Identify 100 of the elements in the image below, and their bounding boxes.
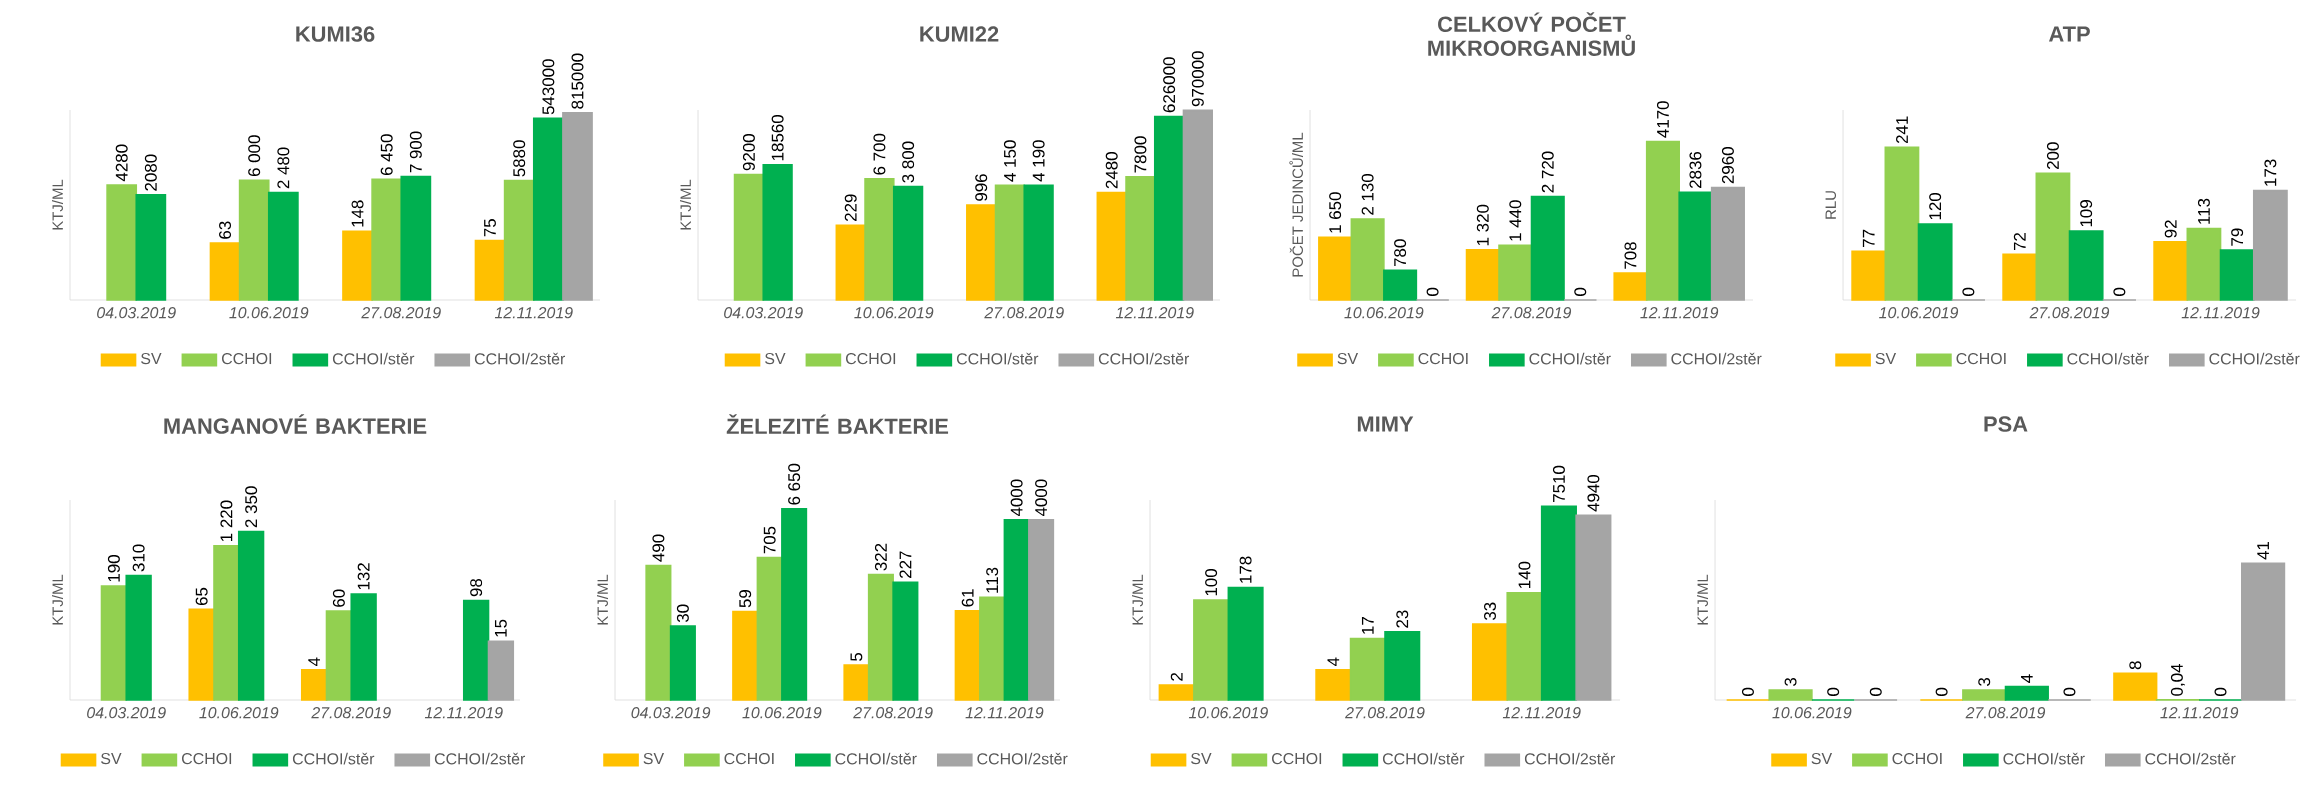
x-tick-label: 10.06.2019	[199, 707, 279, 719]
data-label: 23	[1396, 610, 1409, 628]
data-label: 4000	[1010, 479, 1023, 517]
legend-label: CCHOI	[846, 352, 896, 365]
data-label: 200	[2046, 142, 2059, 170]
data-label: 241	[1896, 116, 1908, 144]
x-tick-label: 04.03.2019	[87, 707, 166, 719]
data-label: 1 440	[1509, 200, 1522, 241]
chart-title: ATP	[2048, 26, 2090, 42]
data-label: 92	[2164, 220, 2177, 238]
data-label: 310	[132, 544, 145, 572]
data-label: 1 220	[220, 500, 233, 541]
y-axis-title: KTJ/ML	[1697, 574, 1708, 625]
data-label: 0	[1827, 687, 1840, 696]
data-label: 140	[1518, 561, 1531, 589]
data-label: 148	[351, 200, 364, 227]
bar	[1710, 186, 1745, 301]
data-label: 30	[676, 604, 689, 623]
data-label: 173	[2264, 159, 2277, 186]
data-label: 77	[1862, 229, 1875, 247]
data-label: 0	[1741, 687, 1754, 696]
chart-title: PSA	[1984, 416, 2028, 432]
bar	[1645, 140, 1680, 301]
data-label: 7 900	[409, 131, 422, 173]
data-label: 178	[1239, 556, 1252, 583]
x-tick-label: 10.06.2019	[1344, 307, 1424, 319]
data-label: 780	[1394, 239, 1407, 267]
bar	[1530, 195, 1565, 301]
data-label: 1 320	[1476, 204, 1489, 246]
x-tick-label: 27.08.2019	[1491, 307, 1572, 319]
bar	[1613, 272, 1648, 301]
legend-label: CCHOI	[1418, 352, 1468, 365]
data-label: 4 190	[1032, 140, 1045, 182]
legend-label: SV	[643, 752, 665, 765]
x-tick-label: 04.03.2019	[724, 307, 803, 319]
data-label: 63	[219, 221, 232, 239]
y-axis-title: KTJ/ML	[597, 574, 608, 625]
x-tick-label: 10.06.2019	[229, 307, 309, 319]
data-label: 0	[1962, 287, 1975, 296]
data-label: 79	[2231, 228, 2244, 246]
x-tick-label: 12.11.2019	[494, 307, 573, 319]
data-label: 490	[652, 534, 665, 562]
data-label: 2 720	[1541, 151, 1554, 193]
x-tick-label: 12.11.2019	[1640, 307, 1719, 319]
x-tick-label: 04.03.2019	[631, 707, 711, 719]
legend-label: CCHOI/stěr	[2067, 352, 2149, 365]
chart-title: MIMY	[1357, 416, 1414, 432]
bar	[1678, 191, 1713, 301]
data-label: 2960	[1721, 147, 1734, 184]
bar	[2219, 249, 2255, 301]
bar	[1884, 146, 1920, 301]
x-tick-label: 27.08.2019	[311, 707, 391, 719]
data-label: 543000	[542, 59, 555, 115]
data-label: 4	[1327, 657, 1340, 667]
legend-label: CCHOI/2stěr	[1524, 752, 1616, 765]
data-label: 996	[975, 174, 988, 201]
data-label: 0	[2063, 687, 2076, 696]
y-axis-title: POČET JEDINCŮ/ML	[1289, 132, 1303, 277]
legend-label: CCHOI	[1272, 752, 1322, 765]
legend-label: SV	[1875, 352, 1897, 365]
data-label: 60	[332, 589, 345, 607]
data-label: 0	[1935, 687, 1948, 696]
bar	[2068, 230, 2104, 301]
data-label: 2 350	[245, 486, 258, 528]
x-tick-label: 10.06.2019	[1188, 707, 1268, 719]
data-label: 113	[986, 567, 999, 593]
data-label: 33	[1484, 602, 1496, 621]
bar	[1318, 236, 1353, 301]
data-label: 4 150	[1003, 140, 1016, 182]
data-label: 0	[1574, 287, 1587, 296]
bar	[1350, 218, 1385, 301]
x-tick-label: 10.06.2019	[854, 307, 934, 319]
data-label: 708	[1624, 242, 1637, 269]
data-label: 41	[2257, 541, 2269, 560]
legend-label: CCHOI/stěr	[835, 752, 917, 765]
legend-label: SV	[141, 352, 162, 365]
data-label: 98	[470, 578, 483, 597]
data-label: 2836	[1689, 151, 1702, 188]
data-label: 6 650	[788, 463, 801, 505]
bar	[1962, 689, 2007, 701]
legend-label: CCHOI/2stěr	[474, 352, 566, 365]
data-label: 3 800	[902, 141, 915, 183]
data-label: 815000	[571, 53, 584, 109]
data-label: 109	[2080, 200, 2093, 227]
chart-title: MANGANOVÉ BAKTERIE	[164, 414, 427, 434]
data-label: 3	[1978, 677, 1991, 686]
data-label: 1 650	[1329, 192, 1342, 233]
data-label: 2480	[1105, 152, 1118, 189]
legend-label: CCHOI/stěr	[1529, 352, 1611, 365]
x-tick-label: 27.08.2019	[361, 307, 441, 319]
bar	[2004, 685, 2049, 701]
data-label: 970000	[1191, 51, 1204, 107]
x-tick-label: 12.11.2019	[424, 707, 503, 719]
data-label: 190	[107, 555, 120, 582]
y-axis-title: KTJ/ML	[52, 574, 63, 625]
chart-title: KUMI36	[296, 26, 375, 42]
data-label: 4280	[115, 144, 128, 182]
bar	[1383, 269, 1418, 301]
legend-label: CCHOI	[1892, 752, 1942, 765]
data-label: 100	[1205, 569, 1218, 596]
